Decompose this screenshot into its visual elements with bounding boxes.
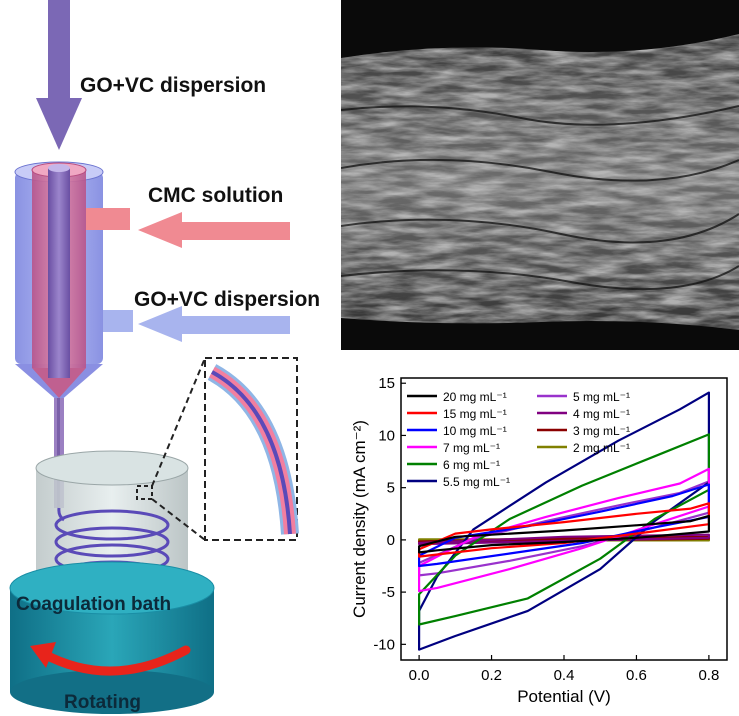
middle-feed-arrow [138, 212, 290, 248]
bath-label: Coagulation bath [16, 594, 171, 615]
y-axis-ticks: -10 -5 0 5 10 15 [373, 375, 406, 653]
y-tick-label: -5 [382, 584, 395, 601]
legend-label: 5.5 mg mL⁻¹ [443, 475, 510, 489]
outer-feed-arrow [138, 306, 290, 342]
legend-label: 15 mg mL⁻¹ [443, 407, 507, 421]
cv-curve [418, 533, 710, 546]
x-tick-label: 0.6 [626, 667, 647, 684]
rotation-arrow [30, 642, 191, 676]
outer-feed-label: GO+VC dispersion [134, 288, 320, 311]
legend-label: 3 mg mL⁻¹ [573, 424, 630, 438]
y-tick-label: -10 [373, 636, 395, 653]
x-tick-label: 0.8 [698, 667, 719, 684]
inner-feed-label: GO+VC dispersion [80, 74, 266, 97]
rotating-label: Rotating [64, 692, 141, 713]
legend-label: 7 mg mL⁻¹ [443, 441, 500, 455]
coagulation-bath [9, 561, 215, 714]
middle-feed-label: CMC solution [148, 184, 283, 207]
cv-curves [418, 391, 710, 651]
x-tick-label: 0.2 [481, 667, 502, 684]
y-tick-label: 15 [378, 375, 395, 392]
legend-label: 6 mg mL⁻¹ [443, 458, 500, 472]
legend-label: 2 mg mL⁻¹ [573, 441, 630, 455]
x-axis-ticks: 0.0 0.2 0.4 0.6 0.8 [409, 655, 719, 684]
x-tick-label: 0.4 [554, 667, 575, 684]
legend-label: 10 mg mL⁻¹ [443, 424, 507, 438]
sem-fiber-micrograph [341, 0, 739, 350]
chart-legend: 20 mg mL⁻¹ 15 mg mL⁻¹ 10 mg mL⁻¹ 7 mg mL⁻¹ 6… [407, 390, 630, 489]
inner-feed-arrow [36, 0, 82, 150]
y-tick-label: 10 [378, 427, 395, 444]
cv-curve [418, 514, 710, 554]
legend-label: 4 mg mL⁻¹ [573, 407, 630, 421]
x-tick-label: 0.0 [409, 667, 430, 684]
zoom-inset [136, 357, 299, 541]
cv-curve [418, 502, 710, 558]
legend-label: 20 mg mL⁻¹ [443, 390, 507, 404]
cv-chart: -10 -5 0 5 10 15 0.0 0.2 0.4 0.6 0.8 Potential (V… [350, 375, 728, 706]
legend-label: 5 mg mL⁻¹ [573, 390, 630, 404]
y-axis-label: Current density (mA cm⁻²) [350, 420, 369, 618]
y-tick-label: 0 [387, 532, 395, 549]
y-tick-label: 5 [387, 480, 395, 497]
x-axis-label: Potential (V) [517, 687, 611, 706]
spinneret [14, 161, 133, 508]
